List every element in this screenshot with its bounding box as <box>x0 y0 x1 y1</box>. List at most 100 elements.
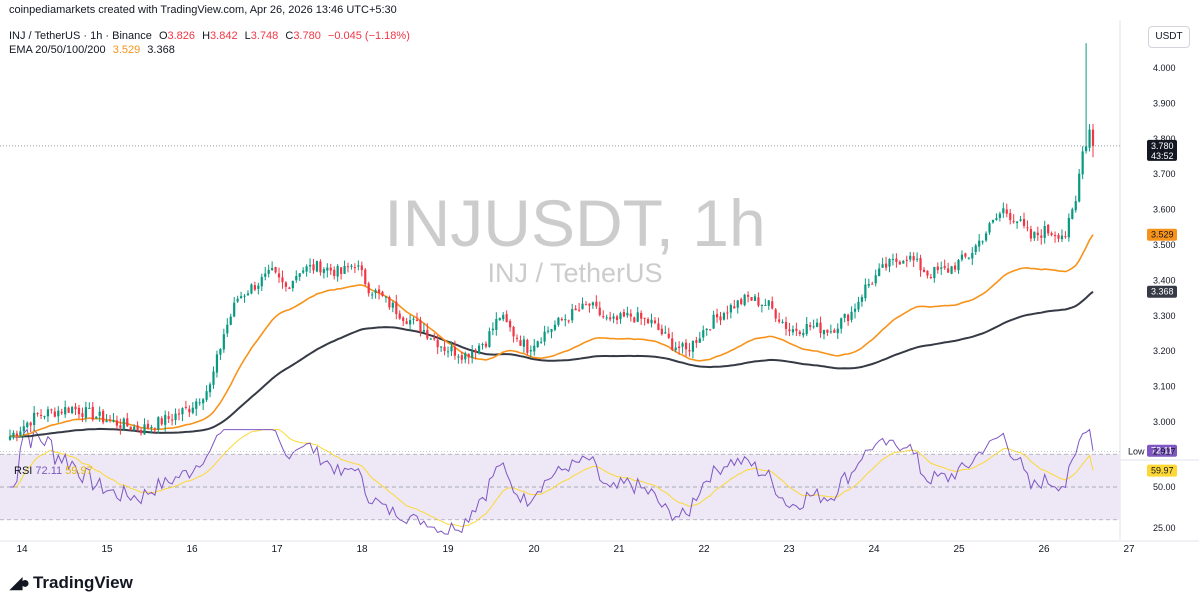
candle-body <box>798 331 801 335</box>
rsi-value: 72.11 <box>35 465 63 477</box>
candle-body <box>864 284 867 299</box>
candle-body <box>833 330 836 333</box>
candle-body <box>26 422 29 428</box>
candle-body <box>215 354 219 373</box>
ema-fast-tag-bg <box>1147 228 1177 241</box>
rsi-legend[interactable]: RSI 72.11 59.97 <box>14 465 93 477</box>
candle-body <box>253 285 256 290</box>
candle-body <box>709 329 712 331</box>
candle-body <box>160 418 163 425</box>
candle-body <box>243 295 246 297</box>
candle-body <box>619 313 622 320</box>
candle-body <box>239 296 243 299</box>
candle-body <box>167 416 170 419</box>
candle-body <box>436 340 439 348</box>
price-tick-label: 3.800 <box>1153 134 1176 144</box>
rsi-tag-text: 72.11 <box>1151 446 1173 456</box>
candle-body <box>284 282 288 287</box>
candle-body <box>943 265 946 268</box>
candle-body <box>929 276 932 278</box>
candle-body <box>950 266 953 274</box>
candle-body <box>1060 235 1064 240</box>
last-price-tag-text: 3.780 <box>1151 141 1174 151</box>
candle-body <box>898 261 901 265</box>
time-tick-label: 18 <box>356 544 368 555</box>
time-tick-label: 22 <box>698 544 710 555</box>
candle-body <box>491 328 494 331</box>
candle-body <box>433 338 436 340</box>
candle-body <box>115 420 119 426</box>
candle-body <box>184 406 188 408</box>
candle-body <box>964 253 967 257</box>
candle-body <box>967 257 970 259</box>
candle-body <box>771 301 774 309</box>
candle-body <box>53 411 56 417</box>
candle-body <box>222 334 225 350</box>
candle-body <box>471 351 474 359</box>
tradingview-logo[interactable]: ◢● TradingView <box>10 573 133 593</box>
candle-body <box>271 268 274 270</box>
candle-body <box>657 323 660 330</box>
candle-body <box>1012 220 1015 223</box>
rsi-ma-tag-bg <box>1147 464 1177 477</box>
candle-body <box>781 321 784 323</box>
candle-body <box>205 391 208 400</box>
candle-body <box>440 346 443 348</box>
candle-body <box>605 317 608 319</box>
price-tick-label: 3.000 <box>1153 417 1176 427</box>
rsi-line <box>10 428 1094 535</box>
candle-body <box>208 384 212 393</box>
candle-body <box>664 332 667 334</box>
price-tick-label: 3.900 <box>1153 98 1176 108</box>
low-value: 2.917 <box>1153 446 1176 456</box>
candle-body <box>371 294 374 296</box>
candle-body <box>736 300 739 308</box>
candle-body <box>843 313 846 318</box>
candle-body <box>1047 224 1050 234</box>
candle-body <box>60 411 63 414</box>
candle-body <box>1074 201 1077 211</box>
candle-body <box>778 319 781 322</box>
candle-body <box>867 284 870 286</box>
currency-button[interactable]: USDT <box>1148 26 1190 48</box>
close-value: C3.780 <box>285 30 321 42</box>
candle-body <box>546 330 550 332</box>
candle-body <box>909 255 912 260</box>
time-tick-label: 20 <box>528 544 540 555</box>
candle-body <box>640 312 643 319</box>
candle-body <box>102 410 105 423</box>
symbol-title[interactable]: INJ / TetherUS · 1h · Binance <box>9 30 152 42</box>
time-axis[interactable]: 14 15 16 17 18 19 20 21 22 23 24 25 26 27 <box>16 544 1135 555</box>
price-tick-label: 3.400 <box>1153 275 1176 285</box>
candle-body <box>346 266 350 268</box>
time-tick-label: 15 <box>101 544 113 555</box>
candle-body <box>905 259 908 261</box>
ema-legend[interactable]: EMA 20/50/100/200 3.529 3.368 <box>9 44 179 56</box>
candle-body <box>1067 217 1070 238</box>
candle-body <box>826 329 829 333</box>
ema-slow-line <box>9 290 1094 438</box>
candle-body <box>919 258 922 271</box>
watermark-description: INJ / TetherUS <box>487 258 663 288</box>
candle-body <box>612 316 615 319</box>
candle-body <box>626 312 629 316</box>
time-tick-label: 16 <box>186 544 198 555</box>
candle-body <box>246 293 250 296</box>
price-axis[interactable]: 4.000 3.900 3.800 3.700 3.600 3.500 3.400 3.300… <box>1153 63 1176 427</box>
candle-body <box>743 294 746 306</box>
candle-body <box>791 329 795 333</box>
candle-body <box>277 273 281 278</box>
candle-body <box>753 296 757 301</box>
candle-body <box>853 308 857 312</box>
candle-body <box>726 312 729 314</box>
candle-body <box>171 419 174 421</box>
candle-body <box>226 324 229 334</box>
candle-body <box>202 399 205 404</box>
candle-body <box>802 333 805 336</box>
candle-body <box>533 345 536 352</box>
candle-body <box>536 341 539 347</box>
low-label: Low <box>1128 446 1145 456</box>
candle-body <box>540 341 543 343</box>
candle-body <box>143 424 146 435</box>
candle-body <box>1050 233 1053 236</box>
